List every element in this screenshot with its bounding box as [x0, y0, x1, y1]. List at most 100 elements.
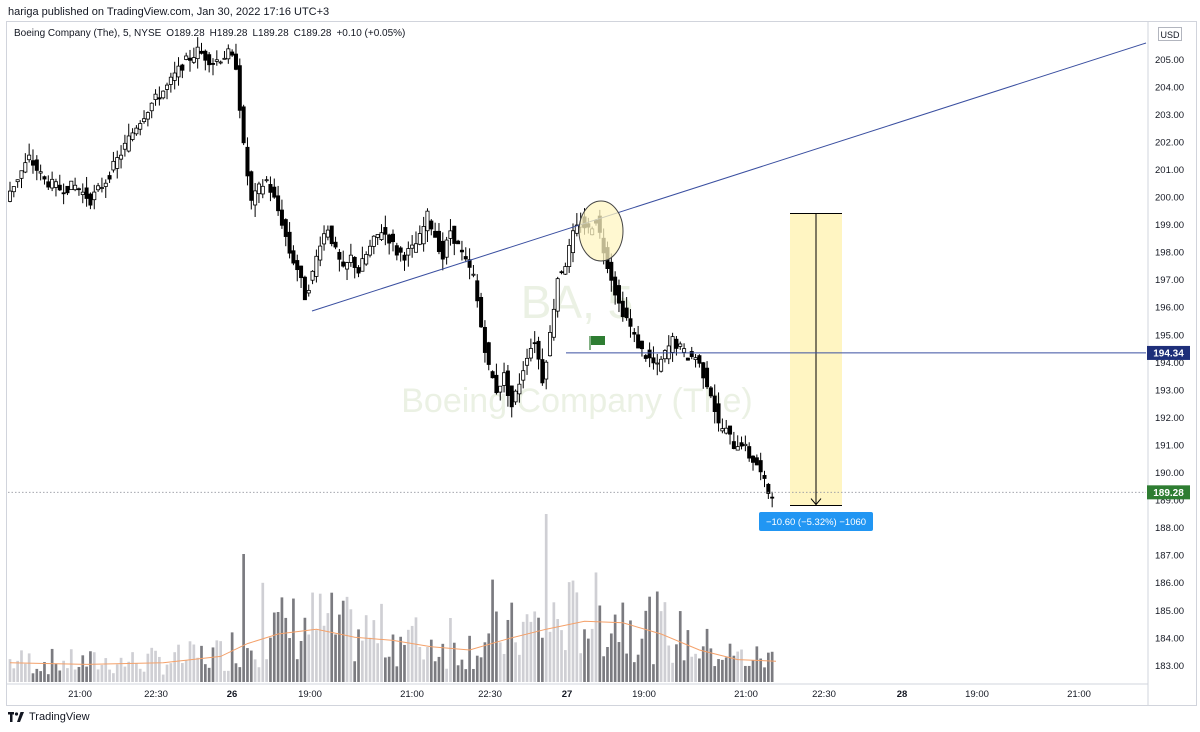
- currency-badge[interactable]: USD: [1158, 27, 1182, 41]
- volume-bar: [705, 628, 709, 682]
- y-tick-label: 205.00: [1155, 55, 1184, 66]
- volume-bar: [468, 635, 471, 682]
- volume-bar: [142, 671, 146, 682]
- volume-bar: [127, 661, 131, 682]
- volume-bar: [92, 652, 96, 682]
- candle-body: [712, 395, 717, 412]
- volume-bar: [226, 670, 230, 682]
- candle-body: [636, 334, 641, 349]
- candle-body: [46, 181, 51, 188]
- candle-body: [747, 446, 752, 459]
- volume-bar: [338, 614, 341, 682]
- candle-body: [195, 46, 200, 60]
- volume-bar: [123, 666, 127, 682]
- candle-body: [433, 230, 438, 238]
- volume-bar: [475, 655, 479, 682]
- candle-body: [119, 154, 124, 160]
- volume-bar: [196, 657, 200, 682]
- candle-body: [731, 441, 736, 449]
- volume-bar: [62, 660, 65, 682]
- volume-bar: [533, 611, 537, 682]
- volume-bar: [518, 654, 521, 682]
- volume-bar: [276, 612, 280, 682]
- volume-bar: [721, 659, 724, 682]
- measure-arrow-head-icon: [810, 498, 822, 506]
- y-tick-label: 202.00: [1155, 137, 1184, 148]
- volume-bar: [158, 656, 161, 682]
- volume-bar: [234, 663, 238, 682]
- y-tick-label: 197.00: [1155, 275, 1184, 286]
- volume-bar: [315, 630, 318, 682]
- candle-body: [448, 230, 453, 239]
- candle-body: [318, 245, 323, 261]
- candle-body: [237, 65, 242, 111]
- candle-body: [371, 235, 376, 247]
- volume-bar: [181, 663, 184, 682]
- volume-bar: [104, 658, 108, 682]
- candle-body: [509, 385, 514, 408]
- volume-bar: [472, 668, 475, 682]
- volume-bar: [537, 617, 540, 682]
- candle-body: [260, 185, 265, 195]
- volume-bar: [602, 656, 605, 682]
- volume-bar: [506, 619, 510, 682]
- volume-bar: [50, 648, 54, 682]
- volume-bar: [709, 648, 713, 682]
- volume-bar: [119, 657, 123, 682]
- candle-body: [348, 254, 353, 263]
- candle-body: [739, 442, 744, 447]
- candle-body: [563, 266, 568, 275]
- volume-bar: [502, 653, 506, 682]
- volume-bar: [311, 592, 314, 682]
- candle-body: [421, 226, 426, 245]
- candle-body: [379, 232, 384, 240]
- x-tick-label: 19:00: [298, 689, 322, 700]
- y-tick-label: 186.00: [1155, 578, 1184, 589]
- volume-bar: [89, 651, 92, 682]
- candle-body: [310, 270, 315, 281]
- volume-bar: [85, 666, 88, 682]
- candle-body: [214, 59, 219, 62]
- volume-bar: [66, 668, 69, 682]
- volume-bar: [173, 652, 177, 682]
- volume-bar: [449, 618, 452, 682]
- volume-bar: [701, 646, 705, 682]
- volume-bar: [437, 656, 441, 682]
- candle-body: [693, 357, 698, 360]
- volume-bar: [548, 631, 552, 682]
- volume-bar: [138, 668, 142, 682]
- volume-bar: [372, 620, 376, 682]
- candle-body: [689, 351, 694, 357]
- last-price-label: 189.28: [1153, 488, 1184, 499]
- candle-body: [632, 332, 637, 335]
- y-tick-label: 190.00: [1155, 468, 1184, 479]
- candle-body: [770, 496, 775, 499]
- volume-bar: [479, 657, 483, 682]
- volume-bar: [456, 665, 460, 682]
- candle-body: [716, 403, 721, 424]
- candle-body: [73, 184, 78, 191]
- volume-bar: [552, 602, 556, 682]
- volume-bar: [238, 667, 242, 682]
- candle-body: [494, 374, 499, 394]
- candle-body: [394, 245, 399, 256]
- volume-bar: [575, 592, 579, 682]
- y-tick-label: 199.00: [1155, 220, 1184, 231]
- volume-bar: [632, 662, 636, 682]
- volume-bar: [617, 642, 621, 682]
- candle-body: [456, 240, 461, 245]
- candle-body: [38, 171, 43, 174]
- volume-bar: [682, 660, 686, 682]
- candle-body: [180, 64, 185, 71]
- candle-body: [138, 123, 143, 130]
- candle-body: [333, 241, 338, 248]
- candle-body: [149, 102, 154, 112]
- volume-bar: [583, 629, 586, 682]
- candle-body: [413, 243, 418, 253]
- candle-body: [184, 55, 189, 60]
- candle-body: [383, 227, 388, 235]
- candle-body: [425, 210, 430, 232]
- volume-bar: [491, 579, 494, 682]
- volume-bar: [334, 634, 337, 682]
